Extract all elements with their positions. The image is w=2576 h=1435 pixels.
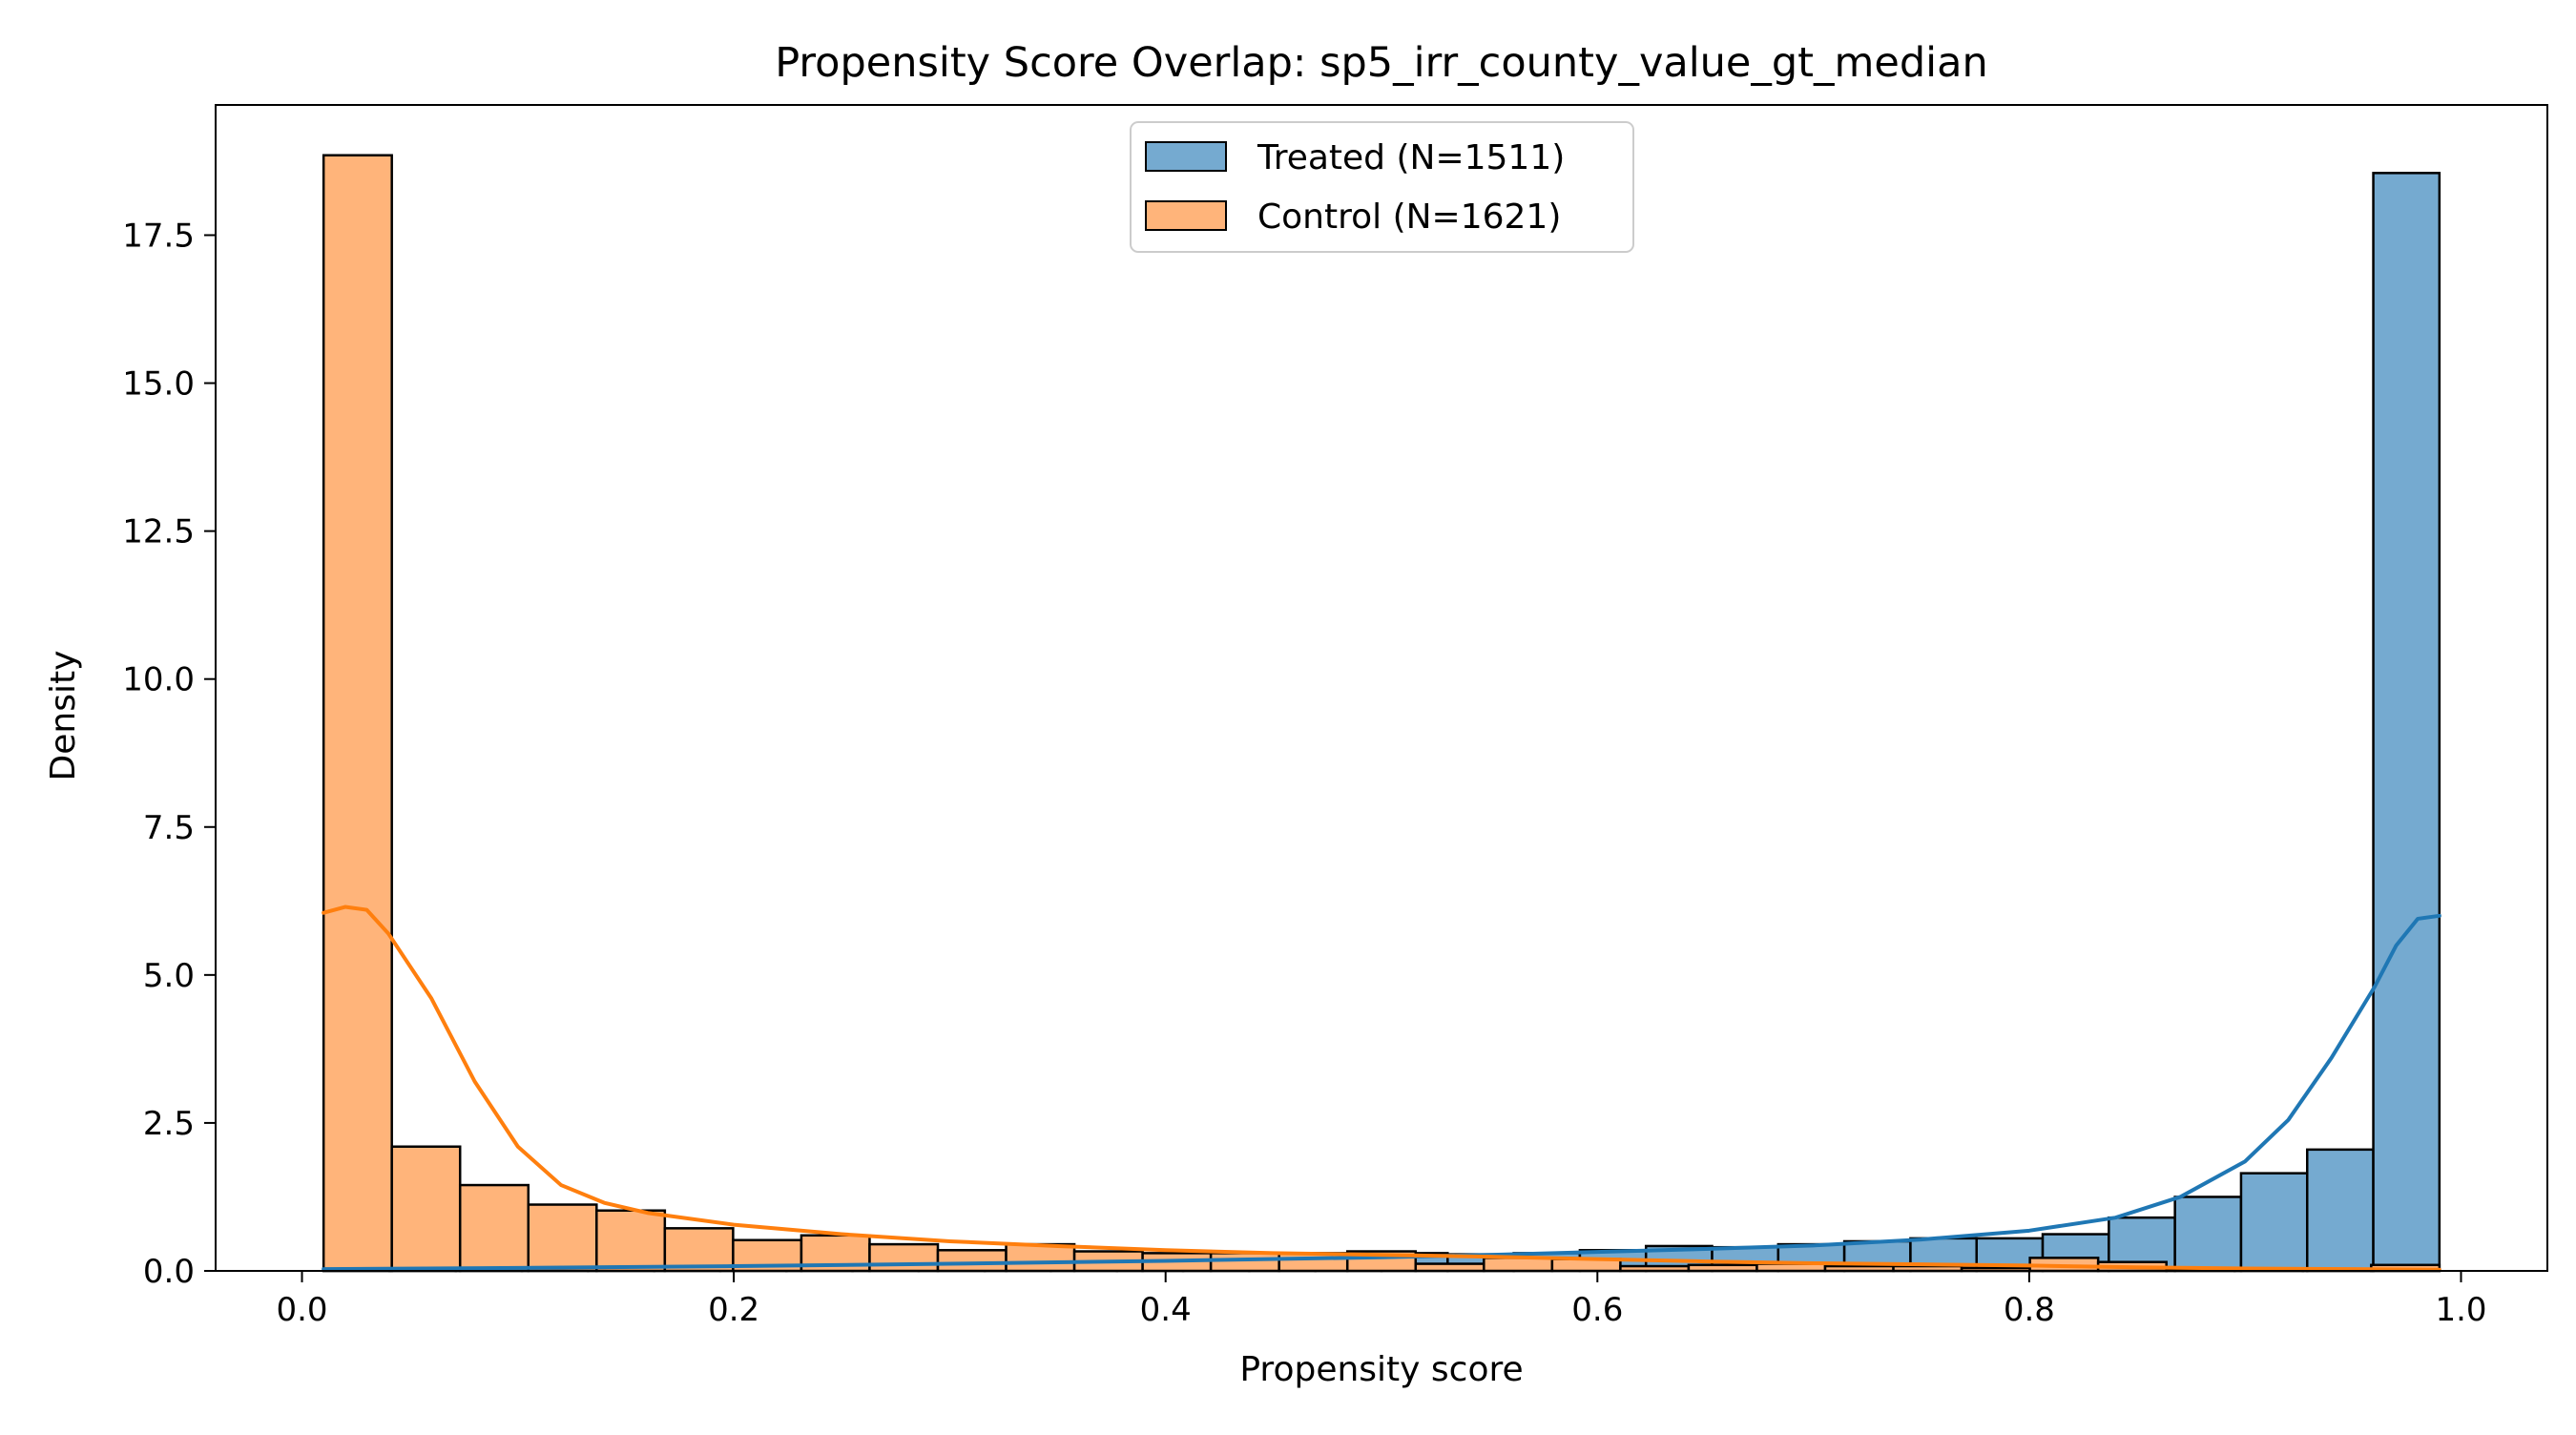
control-bar (1483, 1257, 1554, 1273)
control-bar (1414, 1262, 1485, 1273)
x-tick-label: 0.2 (708, 1291, 759, 1329)
control-bar (595, 1209, 667, 1273)
control-bar (390, 1145, 462, 1273)
control-bar (1005, 1242, 1076, 1273)
y-axis-ticks: 0.0 2.5 5.0 7.5 10.0 12.5 15.0 17.5 (122, 217, 216, 1291)
y-tick-label: 17.5 (122, 217, 195, 255)
plot-frame (215, 104, 2548, 1272)
x-axis-label: Propensity score (1239, 1350, 1523, 1389)
control-bars (322, 154, 2441, 1273)
y-tick-label: 10.0 (122, 661, 195, 699)
control-bar (322, 154, 393, 1273)
control-bar (458, 1183, 530, 1273)
legend-swatch-control (1145, 200, 1227, 231)
y-tick-label: 5.0 (143, 957, 195, 995)
y-tick-label: 2.5 (143, 1105, 195, 1143)
treated-bar (2173, 1196, 2243, 1273)
y-tick-label: 12.5 (122, 513, 195, 551)
y-tick-label: 7.5 (143, 809, 195, 847)
x-tick-label: 1.0 (2435, 1291, 2486, 1329)
control-bar (868, 1242, 940, 1273)
legend-swatch-treated (1145, 141, 1227, 172)
y-axis-label: Density (44, 651, 83, 781)
y-tick-label: 15.0 (122, 365, 195, 404)
control-bar (663, 1227, 735, 1273)
control-bar (527, 1203, 598, 1273)
control-kde-line (322, 905, 2441, 1272)
legend: Treated (N=1511) Control (N=1621) (1130, 121, 1634, 253)
chart-title: Propensity Score Overlap: sp5_irr_county… (775, 39, 1987, 87)
control-bar (936, 1249, 1008, 1273)
x-tick-label: 0.4 (1140, 1291, 1192, 1329)
y-tick-label: 0.0 (143, 1253, 195, 1291)
kde-lines (322, 905, 2441, 1272)
x-tick-label: 0.8 (2004, 1291, 2055, 1329)
treated-bar (2306, 1148, 2375, 1273)
legend-label-treated: Treated (N=1511) (1257, 138, 1565, 177)
legend-label-control: Control (N=1621) (1257, 198, 1561, 237)
x-tick-label: 0.0 (276, 1291, 327, 1329)
x-axis-ticks: 0.0 0.2 0.4 0.6 0.8 1.0 (276, 1271, 2487, 1329)
treated-kde-line (322, 913, 2441, 1272)
legend-box (1130, 121, 1634, 253)
x-tick-label: 0.6 (1571, 1291, 1623, 1329)
treated-bar (2239, 1172, 2309, 1273)
control-bar (1209, 1252, 1280, 1273)
treated-bar (2372, 172, 2441, 1273)
